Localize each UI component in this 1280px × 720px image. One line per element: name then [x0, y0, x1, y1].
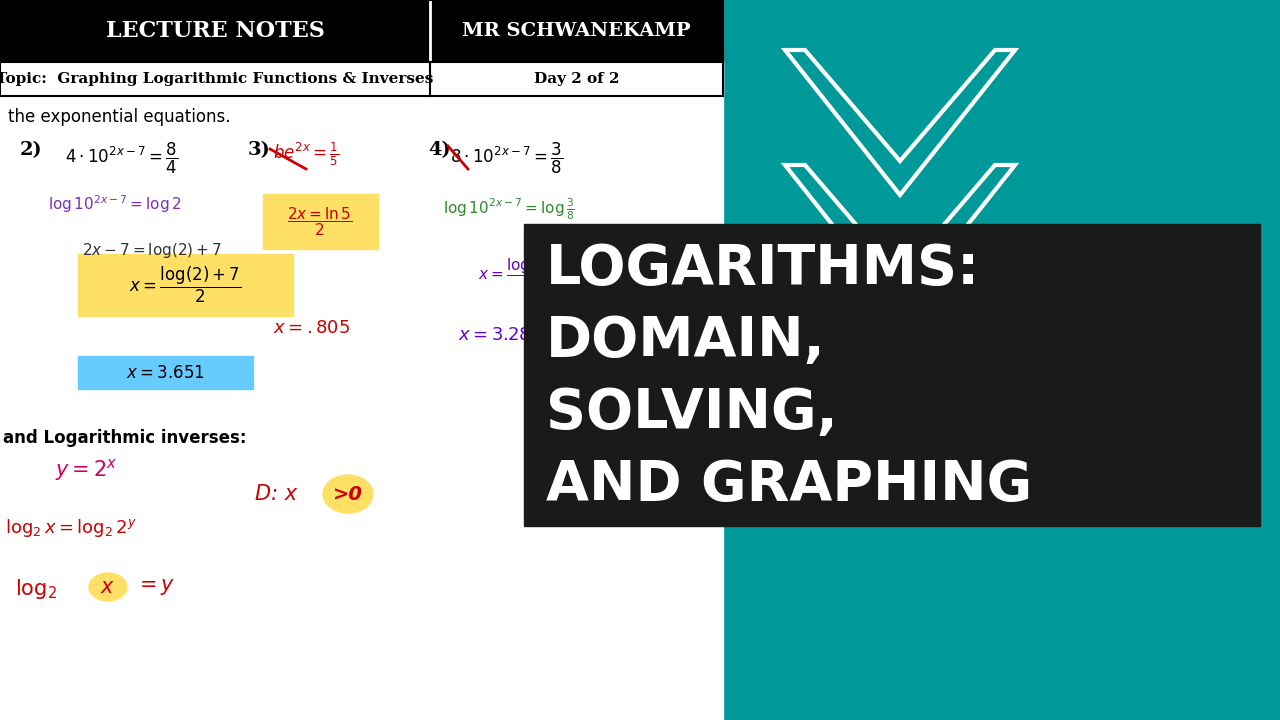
Bar [262, 194, 378, 249]
Text: $\log 10^{2x-7} = \log \frac{3}{8}$: $\log 10^{2x-7} = \log \frac{3}{8}$ [443, 196, 575, 222]
Text: $4 \cdot 10^{2x-7} = \dfrac{8}{4}$: $4 \cdot 10^{2x-7} = \dfrac{8}{4}$ [65, 141, 178, 176]
Bar [0, 62, 723, 96]
Text: $\log_2 x = \log_2 2^y$: $\log_2 x = \log_2 2^y$ [5, 517, 137, 539]
Text: $8 \cdot 10^{2x-7} = \dfrac{3}{8}$: $8 \cdot 10^{2x-7} = \dfrac{3}{8}$ [451, 141, 563, 176]
Text: 3): 3) [248, 141, 271, 159]
Ellipse shape [90, 573, 127, 601]
Text: LECTURE NOTES: LECTURE NOTES [105, 20, 324, 42]
Text: $be^{2x} = \frac{1}{5}$: $be^{2x} = \frac{1}{5}$ [273, 141, 339, 168]
Text: the exponential equations.: the exponential equations. [8, 108, 230, 126]
Text: Day 2 of 2: Day 2 of 2 [534, 72, 620, 86]
Text: >0: >0 [333, 485, 364, 503]
Bar [0, 0, 723, 62]
Text: $\log_2$: $\log_2$ [15, 577, 56, 601]
Bar [524, 224, 1260, 526]
Text: 2): 2) [20, 141, 42, 159]
Text: DOMAIN,: DOMAIN, [547, 314, 826, 368]
Ellipse shape [323, 475, 372, 513]
Text: MR SCHWANEKAMP: MR SCHWANEKAMP [462, 22, 691, 40]
Text: SOLVING,: SOLVING, [547, 386, 837, 440]
Text: $\dfrac{2x = \ln 5}{2}$: $\dfrac{2x = \ln 5}{2}$ [287, 206, 353, 238]
Bar [0, 0, 723, 720]
Bar [78, 254, 293, 316]
Text: Topic:  Graphing Logarithmic Functions & Inverses: Topic: Graphing Logarithmic Functions & … [0, 72, 434, 86]
Text: $x = 3.651$: $x = 3.651$ [127, 364, 205, 382]
Text: LOGARITHMS:: LOGARITHMS: [547, 242, 980, 296]
Text: 4): 4) [428, 141, 451, 159]
Text: $x = \dfrac{\log(3/8)+7}{2}$: $x = \dfrac{\log(3/8)+7}{2}$ [477, 256, 595, 292]
Text: $y = 2^x$: $y = 2^x$ [55, 457, 118, 483]
Text: $x = \dfrac{\log(2)+7}{2}$: $x = \dfrac{\log(2)+7}{2}$ [129, 265, 242, 305]
Text: $\log 10^{2x-7} = \log 2$: $\log 10^{2x-7} = \log 2$ [49, 193, 182, 215]
Text: and Logarithmic inverses:: and Logarithmic inverses: [3, 429, 247, 447]
Text: D: x: D: x [255, 484, 297, 504]
Text: $= y$: $= y$ [134, 577, 175, 597]
Text: AND GRAPHING: AND GRAPHING [547, 458, 1032, 512]
Text: $2x - 7 = \log(2)+7$: $2x - 7 = \log(2)+7$ [82, 241, 221, 260]
Text: $x = .805$: $x = .805$ [273, 319, 351, 337]
Text: $x$: $x$ [100, 577, 115, 597]
Bar [78, 356, 253, 389]
Text: $x = 3.287$: $x = 3.287$ [458, 326, 543, 344]
